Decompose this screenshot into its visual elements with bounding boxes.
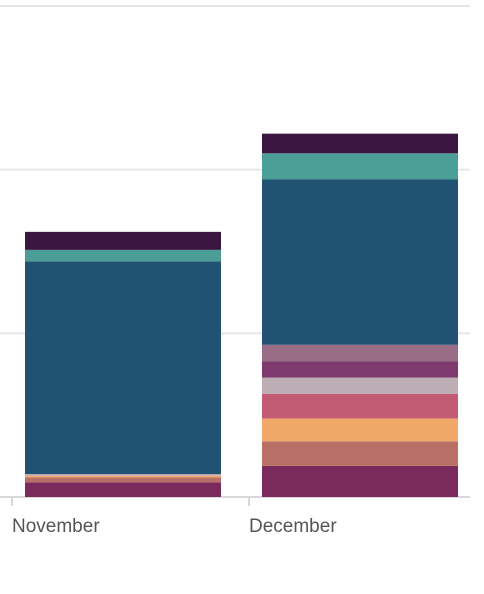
- bar-segment: [262, 441, 458, 466]
- bar-segment: [262, 153, 458, 180]
- bar-segment: [25, 475, 221, 478]
- bar-segment: [25, 482, 221, 497]
- bar-segment: [262, 344, 458, 362]
- bar-segment: [262, 361, 458, 378]
- bar-segment: [25, 474, 221, 476]
- bar-segment: [262, 465, 458, 497]
- bar-segment: [25, 261, 221, 475]
- x-tick-label: December: [249, 516, 337, 537]
- bar-segment: [25, 249, 221, 262]
- bar-segment: [262, 133, 458, 154]
- bar-segment: [262, 393, 458, 419]
- x-tick-label: November: [12, 516, 100, 537]
- bar-segment: [262, 377, 458, 394]
- bar-segment: [25, 477, 221, 483]
- bar-segment: [262, 418, 458, 442]
- bar-segment: [25, 231, 221, 250]
- bar-segment: [262, 179, 458, 345]
